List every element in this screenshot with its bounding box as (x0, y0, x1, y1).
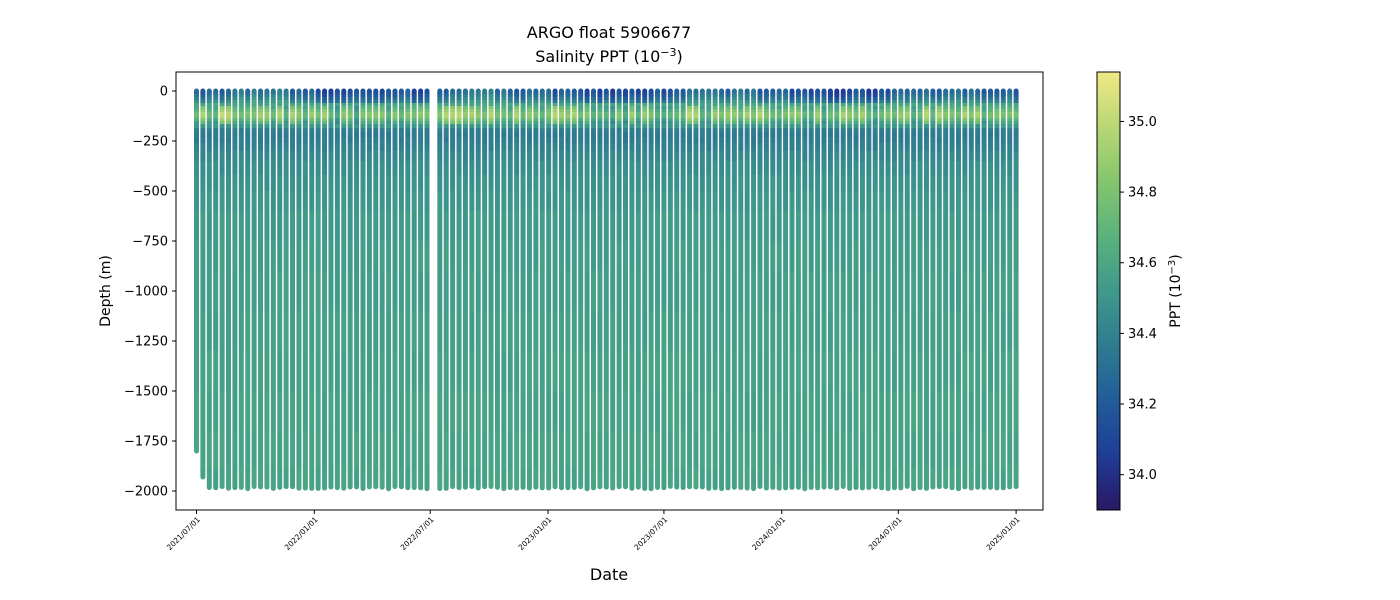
x-tick-label: 2024/01/01 (750, 515, 787, 552)
colorbar-label: PPT (10−3) (1167, 254, 1184, 327)
y-tick-label: 0 (160, 85, 168, 100)
x-axis-label: Date (590, 565, 628, 584)
profiles-layer (193, 88, 1019, 492)
chart-subtitle: Salinity PPT (10−3) (535, 46, 683, 66)
x-tick-label: 2022/01/01 (283, 515, 320, 552)
y-axis-label: Depth (m) (98, 255, 114, 327)
y-tick-label: −2000 (124, 485, 168, 500)
y-tick-label: −1250 (124, 335, 168, 350)
y-tick-label: −1500 (124, 385, 168, 400)
colorbar-tick-label: 34.4 (1128, 327, 1157, 342)
y-tick-label: −750 (132, 235, 168, 250)
y-tick-label: −1000 (124, 285, 168, 300)
colorbar-tick-label: 34.6 (1128, 256, 1157, 271)
y-tick-label: −1750 (124, 435, 168, 450)
colorbar-tick-label: 34.2 (1128, 398, 1157, 413)
y-axis: 0 −250 −500 −750 −1000 −1250 −1500 −1750 −2000 (124, 85, 176, 500)
chart-title: ARGO float 5906677 (527, 23, 691, 42)
x-tick-label: 2025/01/01 (985, 515, 1022, 552)
colorbar-tick-label: 35.0 (1128, 115, 1157, 130)
colorbar-axis: 34.0 34.2 34.4 34.6 34.8 35.0 (1120, 115, 1157, 483)
x-tick-label: 2023/01/01 (517, 515, 554, 552)
x-tick-label: 2022/07/01 (399, 515, 436, 552)
colorbar-tick-label: 34.0 (1128, 468, 1157, 483)
y-tick-label: −500 (132, 185, 168, 200)
x-axis: 2021/07/01 2022/01/01 2022/07/01 2023/01/01… (165, 510, 1022, 552)
colorbar-tick-label: 34.8 (1128, 186, 1157, 201)
colorbar (1096, 71, 1121, 511)
x-tick-label: 2023/07/01 (632, 515, 669, 552)
x-tick-label: 2024/07/01 (867, 515, 904, 552)
x-tick-label: 2021/07/01 (165, 515, 202, 552)
y-tick-label: −250 (132, 135, 168, 150)
